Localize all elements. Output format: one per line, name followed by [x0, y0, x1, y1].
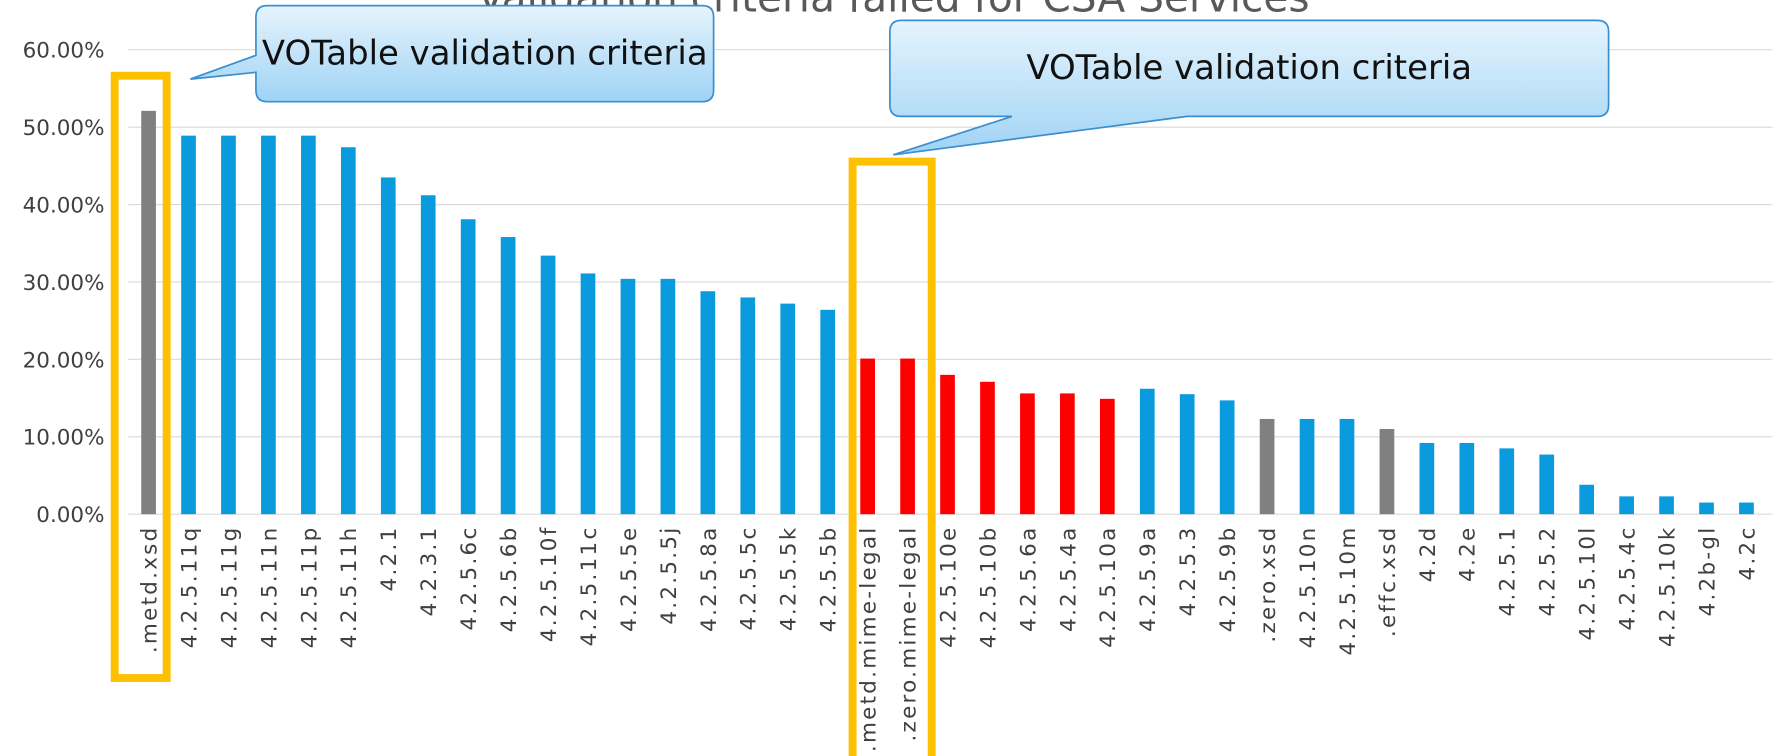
bar: [301, 135, 316, 515]
bar: [1659, 496, 1674, 515]
x-tick-label: 4.2.5.10e: [936, 525, 961, 647]
bar: [1739, 502, 1754, 515]
callout: [889, 19, 1610, 156]
y-tick-label: 10.00%: [23, 426, 105, 451]
x-tick-label: 4.2.5.10k: [1655, 525, 1680, 647]
x-tick-label: .zero.mime-legal: [896, 525, 921, 741]
callout-text: VOTable validation criteria: [1026, 48, 1473, 88]
bar: [420, 195, 436, 515]
bar: [1419, 442, 1435, 515]
x-tick-label: 4.2.5.4a: [1056, 525, 1081, 631]
y-tick-label: 40.00%: [23, 193, 105, 218]
x-tick-label: .metd.mime-legal: [857, 525, 882, 752]
x-tick-label: .metd.xsd: [137, 525, 162, 653]
x-tick-label: 4.2.5.11q: [177, 525, 202, 648]
x-tick-label: 4.2.5.3: [1176, 525, 1201, 616]
x-tick-label: 4.2.5.11n: [257, 525, 282, 648]
bar: [261, 135, 276, 515]
x-tick-label: 4.2.5.10m: [1336, 525, 1361, 655]
bar: [620, 278, 636, 515]
x-tick-label: 4.2.1: [377, 525, 402, 591]
x-tick-label: 4.2b-gl: [1695, 525, 1720, 616]
x-tick-label: 4.2.5.8a: [697, 525, 722, 631]
bar: [820, 309, 836, 515]
x-tick-label: 4.2.5.6a: [1016, 525, 1041, 631]
bar: [540, 255, 556, 515]
bar: [660, 278, 676, 515]
x-tick-label: 4.2.5.10b: [976, 525, 1001, 648]
bar: [700, 291, 716, 515]
x-tick-label: 4.2.5.10l: [1576, 525, 1601, 640]
bar: [1339, 418, 1355, 515]
bar: [900, 358, 915, 515]
x-tick-label: 4.2.5.10n: [1296, 525, 1321, 648]
plot-area: 0.00% 10.00% 20.00% 30.00% 40.00% 50.00% 60.00…: [23, 39, 1773, 752]
x-tick-label: .zero.xsd: [1256, 525, 1281, 642]
x-tick-label: 4.2.5.9a: [1136, 525, 1161, 631]
bar: [1619, 496, 1634, 515]
x-tick-label: 4.2e: [1456, 525, 1481, 581]
y-tick-label: 20.00%: [23, 348, 105, 373]
bar: [940, 374, 955, 515]
x-tick-label: 4.2.5.11c: [577, 525, 602, 646]
bar: [580, 273, 596, 515]
highlight-box: [848, 157, 936, 756]
bar: [1179, 394, 1195, 515]
x-tick-label: 4.2.5.11h: [337, 525, 362, 648]
callout-text-box: VOTable validation criteria: [1026, 48, 1473, 88]
bar: [780, 303, 796, 515]
x-tick-label: 4.2.5.5b: [817, 525, 842, 632]
bar: [141, 110, 156, 515]
y-tick-label: 60.00%: [23, 39, 105, 64]
bar: [1020, 393, 1035, 515]
callout: [190, 4, 715, 103]
bar: [340, 147, 356, 515]
callout-text-box: VOTable validation criteria: [261, 33, 708, 73]
bar: [181, 135, 196, 515]
bar: [1539, 454, 1555, 515]
x-tick-label: 4.2.5.9b: [1216, 525, 1241, 632]
x-tick-label: 4.2c: [1735, 525, 1760, 580]
y-tick-label: 50.00%: [23, 116, 105, 141]
bar: [740, 297, 756, 515]
x-tick-label: 4.2.5.6c: [457, 525, 482, 630]
bar: [860, 358, 875, 515]
bar: [1379, 429, 1395, 515]
bar: [1060, 393, 1075, 515]
x-tick-label: 4.2.5.5e: [617, 525, 642, 631]
y-tick-label: 30.00%: [23, 271, 105, 296]
x-tick-label: .effc.xsd: [1376, 525, 1401, 637]
bar: [1139, 388, 1155, 515]
y-tick-label: 0.00%: [36, 503, 104, 528]
bar: [1579, 484, 1595, 515]
x-tick-label: 4.2.5.4c: [1616, 525, 1641, 630]
x-tick-label: 4.2.5.5k: [777, 525, 802, 631]
x-tick-label: 4.2.5.11p: [297, 525, 322, 648]
bar: [221, 135, 236, 515]
bar: [380, 177, 396, 515]
bar: [1259, 418, 1275, 515]
x-tick-label: 4.2.5.5c: [737, 525, 762, 630]
bar: [1459, 442, 1475, 515]
bar: [1299, 418, 1315, 515]
x-tick-label: 4.2.5.6b: [497, 525, 522, 632]
x-tick-label: 4.2.5.2: [1536, 525, 1561, 616]
x-tick-label: 4.2.5.10a: [1096, 525, 1121, 647]
bar: [1499, 448, 1515, 515]
bar: [1099, 398, 1115, 515]
x-tick-label: 4.2.5.5j: [657, 525, 682, 624]
bar: [1219, 400, 1235, 515]
x-tick-label: 4.2.5.11g: [217, 525, 242, 648]
x-tick-label: 4.2.3.1: [417, 525, 442, 616]
bar: [500, 237, 516, 515]
bar: [460, 219, 476, 515]
callout-text: VOTable validation criteria: [261, 33, 708, 73]
highlight-box: [110, 71, 171, 682]
x-tick-label: 4.2.5.1: [1496, 525, 1521, 616]
bar: [1699, 502, 1714, 515]
x-tick-label: 4.2d: [1416, 525, 1441, 582]
x-tick-label: 4.2.5.10f: [537, 525, 562, 642]
bar: [980, 381, 995, 515]
